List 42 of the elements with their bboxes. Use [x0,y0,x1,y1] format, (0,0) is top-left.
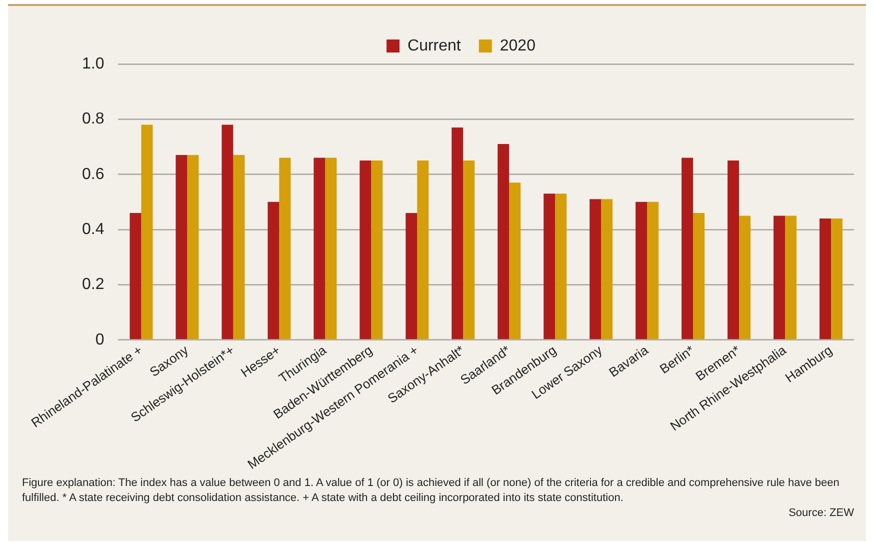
bar [544,194,556,340]
text: Figure explanation: The index has a value between 0 and 1. A value of 1 (or 0) is achieved if all (or none) of the criteria for a credible and comprehensive rule have been fulfilled. * A state receiving debt consolidation assistance. + A state with a debt ceiling incorporated into its state constitution. [22,476,840,506]
y-tick-label: 1.0 [82,55,104,72]
bar [176,155,188,340]
y-tick-label: 0.8 [82,110,104,128]
y-tick-label: 0.6 [82,166,104,183]
bar [452,127,464,340]
y-tick-label: 0.4 [82,220,104,238]
bar [693,212,705,340]
bar [141,124,153,340]
bar [360,160,372,340]
source-note: Source: ZEW [788,506,854,521]
bar [371,160,383,340]
bar [647,202,659,340]
bar [233,155,245,340]
y-tick-label: 0 [95,331,104,348]
bar [498,144,510,340]
bar [682,158,694,340]
bar [785,216,797,340]
bar [187,155,199,340]
bar [820,218,832,340]
bar [130,212,142,340]
bar [268,202,280,340]
bar [314,158,326,340]
bar [601,199,613,340]
bar [222,124,234,340]
bar [831,218,843,340]
bar [463,160,475,340]
y-tick-label: 0.2 [82,276,104,294]
bar [590,199,602,340]
legend-label: 2020 [500,37,536,54]
bar [406,212,418,340]
legend-label: Current [408,37,462,54]
bar [325,158,337,340]
bar [774,216,786,340]
bar [636,202,648,340]
bar [509,182,521,340]
bar [417,160,429,340]
bar [728,160,740,340]
bar [279,158,291,340]
bar [739,216,751,340]
bar [555,194,567,340]
